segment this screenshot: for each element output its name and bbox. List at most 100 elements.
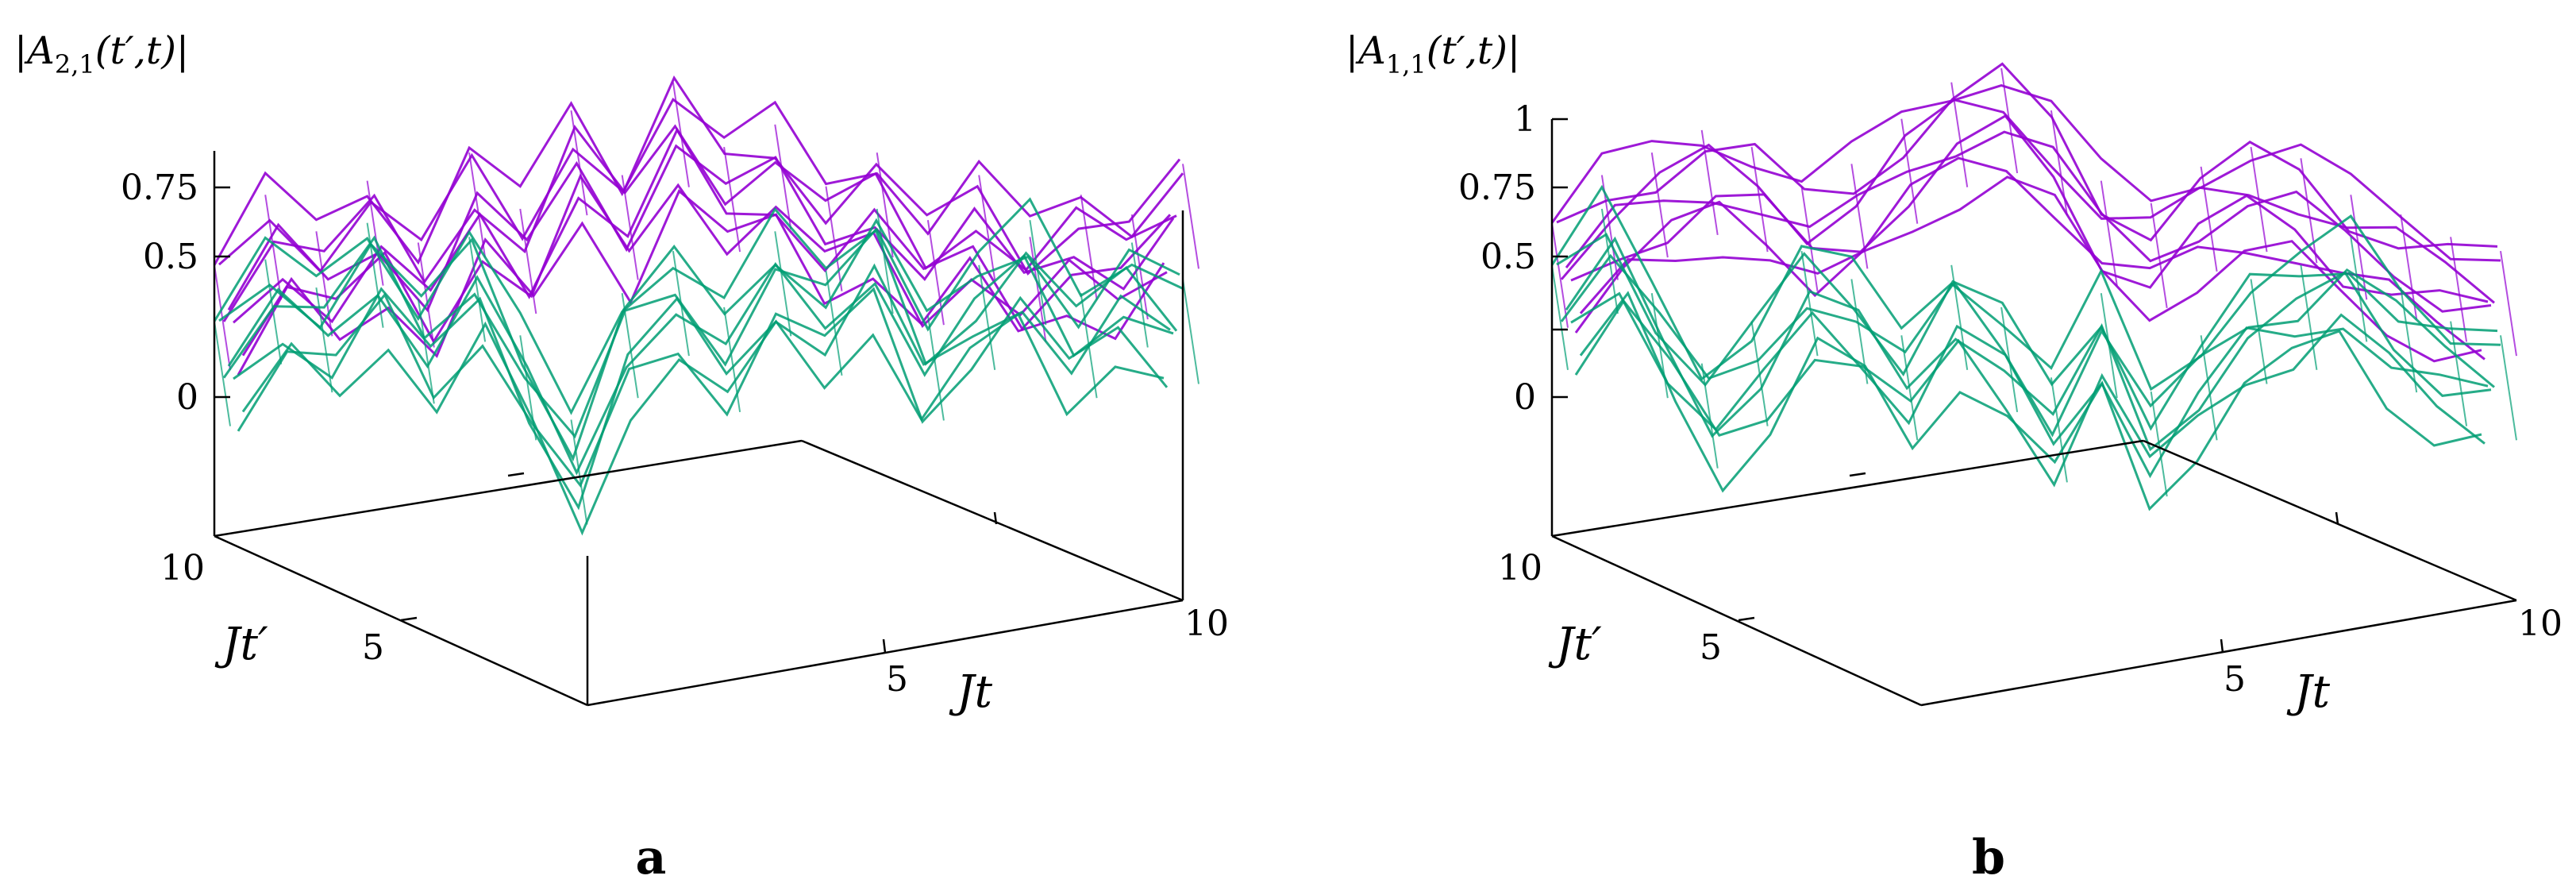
surface-lower-mesh-1-19 xyxy=(2500,335,2517,441)
x-axis-label-b: Jt xyxy=(2286,666,2330,718)
surface-upper-mesh-1-13 xyxy=(2200,166,2218,272)
surface-lower-mesh-0-0 xyxy=(214,321,231,426)
y-tick-a-1: 10 xyxy=(160,548,205,588)
surface-upper-mesh-0-6 xyxy=(519,208,537,314)
surface-upper-mesh-1-7 xyxy=(1900,118,1919,224)
surface-lower-mesh-1-6 xyxy=(1850,279,1869,384)
z-tick-a-1: 0.5 xyxy=(143,237,198,277)
surface-lower-mesh-0-9 xyxy=(672,250,690,357)
surface-lower-mesh-1-8 xyxy=(1950,264,1969,370)
y-tick-labels-b: 5 10 xyxy=(1498,548,1722,668)
surface-upper-mesh-0-3 xyxy=(366,180,384,286)
surface-upper-mesh-1-12 xyxy=(2150,202,2168,309)
surface-lower-line-0-6 xyxy=(241,312,1165,536)
surface-upper-mesh-0-17 xyxy=(1080,195,1098,300)
y-tick-b-1: 10 xyxy=(1498,548,1542,588)
z-tick-a-2: 0.75 xyxy=(121,168,198,208)
surface-upper-mesh-1-15 xyxy=(2300,158,2318,264)
surface-lower-mesh-0-18 xyxy=(1130,242,1149,348)
surface-lower-mesh-1-15 xyxy=(2300,264,2318,370)
surface-upper-mesh-0-13 xyxy=(876,152,894,258)
surface-lower-mesh-0-17 xyxy=(1080,293,1098,399)
surface-lower-line-1-0 xyxy=(1550,184,2501,392)
x-tick-labels-a: 5 10 xyxy=(886,604,1229,700)
surface-lower-line-1-1 xyxy=(1556,233,2498,431)
surface-upper-mesh-1-19 xyxy=(2500,250,2517,357)
surface-lower-mesh-1-2 xyxy=(1650,293,1669,399)
surface-lower-mesh-1-5 xyxy=(1800,250,1819,357)
surface-plot-b xyxy=(1550,62,2517,511)
surface-lower-mesh-1-11 xyxy=(2100,293,2118,399)
surface-lower-mesh-1-3 xyxy=(1700,363,1719,469)
surface-upper-mesh-0-15 xyxy=(978,175,996,280)
z-tick-b-0: 0 xyxy=(1514,377,1536,418)
x-axis-label-a: Jt xyxy=(949,666,992,718)
z-tick-b-1: 0.5 xyxy=(1481,237,1536,277)
surface-upper-mesh-0-19 xyxy=(1182,164,1199,269)
y-axis-label-b: Jt′ xyxy=(1548,619,1602,670)
surface-upper-mesh-1-17 xyxy=(2400,214,2418,320)
surface-lower-line-0-0 xyxy=(213,197,1184,415)
surface-plot-a xyxy=(213,75,1199,536)
surface-upper-mesh-0-11 xyxy=(774,124,792,230)
surface-lower-mesh-0-6 xyxy=(519,335,537,441)
surface-lower-mesh-1-4 xyxy=(1750,321,1769,426)
surface-lower-mesh-1-7 xyxy=(1900,335,1919,441)
panel-a: 0 0.5 0.75 5 10 5 10 |A2,1(t′,t)| Jt′ Jt… xyxy=(14,29,1229,885)
surface-upper-mesh-1-11 xyxy=(2100,180,2118,286)
x-tick-labels-b: 5 10 xyxy=(2224,604,2563,700)
surface-lower-mesh-0-7 xyxy=(570,419,588,525)
surface-lower-mesh-1-9 xyxy=(2000,307,2019,413)
surface-upper-line-1-1 xyxy=(1556,62,2498,250)
surface-upper-mesh-0-9 xyxy=(672,82,690,187)
surface-lower-line-1-5 xyxy=(1574,299,2486,488)
surface-upper-mesh-0-16 xyxy=(1029,237,1047,342)
surface-lower-mesh-1-16 xyxy=(2350,237,2368,342)
surface-lower-mesh-1-10 xyxy=(2050,377,2068,483)
surface-upper-mesh-0-2 xyxy=(315,231,333,337)
surface-upper-mesh-1-16 xyxy=(2350,195,2368,300)
surface-lower-mesh-0-15 xyxy=(978,264,996,370)
surface-lower-mesh-0-14 xyxy=(926,315,945,421)
y-tick-labels-a: 5 10 xyxy=(160,548,384,668)
surface-lower-mesh-0-10 xyxy=(723,307,741,413)
surface-lower-mesh-1-18 xyxy=(2450,321,2468,426)
z-axis-label-b: |A1,1(t′,t)| xyxy=(1346,29,1520,79)
y-tick-b-0: 5 xyxy=(1700,627,1722,668)
surface-upper-mesh-0-10 xyxy=(723,146,741,253)
surface-upper-mesh-1-6 xyxy=(1850,164,1869,269)
surface-lower-line-0-3 xyxy=(227,253,1174,476)
surface-lower-line-0-5 xyxy=(237,287,1169,488)
x-tick-a-0: 5 xyxy=(886,659,908,700)
y-axis-label-a: Jt′ xyxy=(214,619,268,670)
surface-upper-mesh-0-7 xyxy=(570,110,588,216)
surface-lower-line-1-6 xyxy=(1579,291,2482,511)
surface-lower-mesh-0-13 xyxy=(876,208,894,314)
surface-lower-line-1-3 xyxy=(1565,236,2492,452)
surface-upper-mesh-1-10 xyxy=(2050,110,2068,216)
surface-lower-mesh-0-5 xyxy=(468,237,487,342)
surface-lower-mesh-0-12 xyxy=(825,270,843,376)
surface-upper-mesh-1-3 xyxy=(1700,129,1719,236)
surface-upper-mesh-0-8 xyxy=(621,175,639,280)
surface-lower-line-0-4 xyxy=(233,263,1171,511)
z-tick-labels-a: 0 0.5 0.75 xyxy=(121,168,198,418)
z-tick-b-3: 1 xyxy=(1514,99,1536,140)
surface-upper-mesh-1-9 xyxy=(2000,68,2019,174)
surface-lower-mesh-1-0 xyxy=(1551,264,1569,370)
z-axis-label-a: |A2,1(t′,t)| xyxy=(14,29,189,79)
surface-lower-line-1-4 xyxy=(1570,291,2489,479)
surface-lower-mesh-0-3 xyxy=(366,222,384,328)
surface-lower-mesh-1-13 xyxy=(2200,335,2218,441)
surface-upper-mesh-1-5 xyxy=(1800,186,1819,291)
surface-lower-mesh-1-17 xyxy=(2400,287,2418,393)
surface-upper-mesh-1-2 xyxy=(1650,152,1669,258)
surface-lower-mesh-0-2 xyxy=(315,287,333,393)
x-tick-b-1: 10 xyxy=(2518,604,2563,644)
surface-upper-mesh-1-14 xyxy=(2250,146,2268,253)
z-tick-labels-b: 0 0.5 0.75 1 xyxy=(1458,99,1536,418)
surface-lower-mesh-1-12 xyxy=(2150,391,2168,497)
z-tick-a-0: 0 xyxy=(176,377,198,418)
x-tick-a-1: 10 xyxy=(1184,604,1229,644)
